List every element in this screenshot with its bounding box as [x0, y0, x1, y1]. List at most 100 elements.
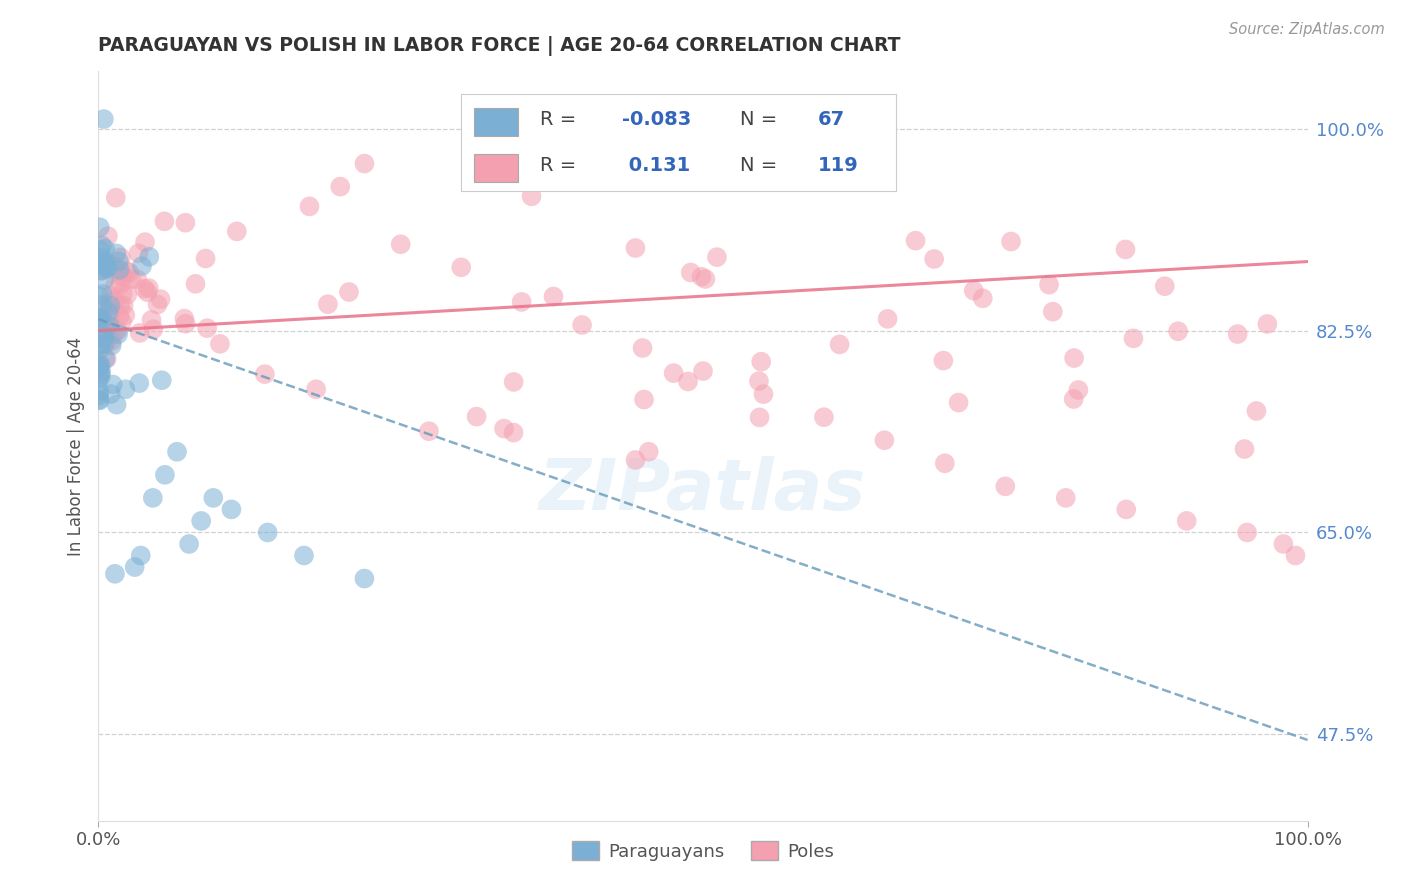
Paraguayans: [105, 398, 128, 412]
Poles: [624, 241, 647, 255]
Poles: [118, 266, 141, 280]
Poles: [1246, 404, 1268, 418]
Poles: [1272, 537, 1295, 551]
Poles: [96, 351, 118, 366]
Paraguayans: [90, 317, 112, 331]
Paraguayans: [87, 392, 110, 407]
Poles: [1226, 326, 1249, 341]
Paraguayans: [124, 560, 146, 574]
Poles: [108, 309, 131, 323]
Poles: [543, 289, 565, 303]
Paraguayans: [93, 273, 115, 287]
Paraguayans: [87, 359, 110, 374]
Poles: [101, 334, 124, 348]
Poles: [994, 479, 1017, 493]
Paraguayans: [94, 255, 117, 269]
Paraguayans: [89, 357, 111, 371]
Paraguayans: [98, 318, 121, 333]
Paraguayans: [100, 338, 122, 352]
Poles: [316, 297, 339, 311]
Poles: [110, 298, 132, 312]
Paraguayans: [87, 312, 110, 326]
Poles: [948, 395, 970, 409]
Poles: [695, 272, 717, 286]
Poles: [107, 323, 129, 337]
Poles: [134, 282, 156, 296]
Poles: [94, 318, 117, 333]
Poles: [253, 367, 276, 381]
Paraguayans: [190, 514, 212, 528]
Paraguayans: [108, 263, 131, 277]
Poles: [502, 375, 524, 389]
Poles: [465, 409, 488, 424]
Poles: [1063, 351, 1085, 365]
Paraguayans: [353, 572, 375, 586]
Paraguayans: [100, 299, 122, 313]
Poles: [1000, 235, 1022, 249]
Paraguayans: [104, 566, 127, 581]
Poles: [121, 272, 143, 286]
Paraguayans: [93, 332, 115, 346]
Poles: [813, 410, 835, 425]
Poles: [195, 321, 218, 335]
Poles: [115, 264, 138, 278]
Paraguayans: [166, 444, 188, 458]
Poles: [128, 246, 150, 260]
Paraguayans: [90, 369, 112, 384]
Paraguayans: [87, 388, 110, 402]
Paraguayans: [91, 330, 114, 344]
Poles: [922, 252, 945, 266]
Poles: [662, 366, 685, 380]
Poles: [98, 295, 121, 310]
Poles: [571, 318, 593, 332]
Poles: [1067, 383, 1090, 397]
Paraguayans: [93, 258, 115, 272]
Paraguayans: [89, 358, 111, 372]
Paraguayans: [90, 310, 112, 325]
Poles: [141, 313, 163, 327]
Paraguayans: [87, 371, 110, 385]
Paraguayans: [153, 467, 176, 482]
Poles: [828, 337, 851, 351]
Poles: [706, 250, 728, 264]
Poles: [142, 322, 165, 336]
Poles: [934, 456, 956, 470]
Paraguayans: [90, 263, 112, 277]
Paraguayans: [142, 491, 165, 505]
Paraguayans: [100, 387, 122, 401]
Poles: [90, 304, 112, 318]
Paraguayans: [97, 260, 120, 275]
Poles: [128, 326, 150, 340]
Paraguayans: [91, 287, 114, 301]
Poles: [298, 199, 321, 213]
Paraguayans: [89, 289, 111, 303]
Poles: [174, 216, 197, 230]
Poles: [184, 277, 207, 291]
Paraguayans: [89, 220, 111, 235]
Paraguayans: [202, 491, 225, 505]
Paraguayans: [128, 376, 150, 390]
Poles: [104, 278, 127, 293]
Paraguayans: [129, 549, 152, 563]
Poles: [631, 341, 654, 355]
Poles: [98, 289, 121, 303]
Paraguayans: [90, 238, 112, 252]
Poles: [337, 285, 360, 299]
Paraguayans: [101, 377, 124, 392]
Poles: [174, 317, 197, 331]
Poles: [110, 277, 132, 292]
Paraguayans: [107, 254, 129, 268]
Paraguayans: [256, 525, 278, 540]
Paraguayans: [89, 243, 111, 257]
Paraguayans: [93, 337, 115, 351]
Poles: [146, 297, 169, 311]
Poles: [117, 287, 139, 301]
Paraguayans: [89, 343, 111, 357]
Poles: [752, 387, 775, 401]
Poles: [932, 353, 955, 368]
Poles: [305, 382, 328, 396]
Poles: [329, 179, 352, 194]
Paraguayans: [107, 327, 129, 342]
Paraguayans: [93, 329, 115, 343]
Paraguayans: [91, 251, 114, 265]
